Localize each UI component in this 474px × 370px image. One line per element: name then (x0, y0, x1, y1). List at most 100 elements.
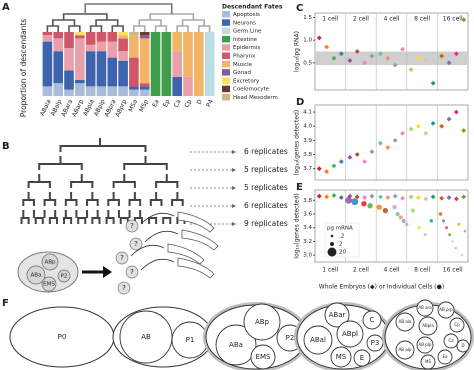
bar-segment (129, 57, 139, 87)
unknown-label: ? (130, 222, 134, 230)
embryo-point (331, 55, 337, 61)
lineage-branch (38, 156, 83, 170)
lineage-branch (128, 192, 142, 206)
bar-segment (118, 51, 128, 61)
lineage-branch (117, 210, 158, 224)
x-tick-label: Ep (162, 98, 172, 108)
legend-swatch (222, 85, 230, 93)
replicate-label: 5 replicates (244, 183, 288, 192)
dendrogram-branch (176, 25, 189, 32)
lineage-branch (43, 192, 57, 206)
embryo-point (416, 195, 421, 200)
embryo-point (446, 116, 452, 122)
blastomere (395, 340, 415, 360)
blastomere (416, 299, 434, 317)
cell-point (442, 219, 445, 223)
legend-swatch (222, 60, 230, 68)
blastomere (437, 301, 455, 319)
legend-label: Excretory (233, 78, 260, 84)
embryo-point (362, 195, 367, 200)
embryo-point (324, 169, 330, 174)
embryo-point (369, 53, 375, 59)
blastomere (215, 324, 257, 366)
embryo-point (416, 55, 421, 61)
embryo-point (453, 196, 459, 202)
x-tick-label: Ca (173, 98, 183, 108)
blastomere-label: MS (425, 359, 431, 364)
blastomere-label: Ea (443, 354, 449, 359)
blastomere (362, 310, 382, 330)
cell-point (392, 205, 397, 210)
blastomere (418, 316, 438, 336)
lineage-branch (112, 174, 136, 188)
lineage-branch (149, 192, 163, 206)
blastomere-label: MS (336, 353, 347, 361)
blastomere-label: AB ara (418, 305, 432, 310)
legend-swatch (222, 35, 230, 43)
blastomere-label: P2 (286, 334, 295, 342)
curved-arrow (140, 258, 175, 271)
worm-shape (177, 257, 215, 279)
embryo-point (461, 128, 467, 133)
embryo-point (354, 49, 360, 54)
unknown-cell (115, 251, 129, 265)
bar-segment (139, 89, 150, 96)
blastomere (303, 325, 333, 355)
embryo-point (385, 145, 391, 150)
blastomere (330, 346, 352, 368)
cell-point (423, 233, 427, 237)
bar-segment (107, 32, 118, 42)
embryo-point (347, 58, 353, 63)
curved-arrow (130, 244, 165, 257)
bar-segment (75, 80, 85, 84)
lineage-branch (107, 192, 120, 206)
blastomere (420, 354, 436, 370)
bar-segment (129, 32, 139, 36)
legend-label: Apoptosis (233, 12, 260, 18)
blastomere-label: ABar (329, 311, 346, 319)
lineage-branch (75, 210, 101, 224)
embryo-point (400, 46, 405, 52)
curved-arrow (144, 230, 179, 243)
legend-swatch (222, 94, 230, 101)
bar-segment (139, 35, 150, 39)
stage-label: 2 cell (353, 267, 369, 274)
cell-point (345, 196, 353, 204)
size-legend-label: 20 (339, 250, 346, 256)
panel-label: B (2, 141, 10, 152)
bar-segment (150, 32, 161, 96)
cell-point (463, 229, 467, 233)
dendrogram-branch (149, 13, 195, 20)
embryo-cell (57, 269, 71, 283)
embryo-point (316, 35, 322, 41)
bar-segment (118, 38, 128, 52)
embryo-point (362, 159, 367, 165)
embryo-point (392, 193, 398, 199)
embryo-point (430, 120, 436, 126)
legend-label: Epidermis (233, 45, 260, 51)
stage-label: 16 cell (443, 16, 463, 23)
blastomere (353, 349, 371, 367)
panel-label: C (296, 3, 303, 14)
cell-point (454, 247, 458, 250)
panel-label: E (296, 182, 303, 193)
embryo-point (338, 51, 344, 57)
lineage-branch (64, 192, 78, 206)
embryo-point (338, 159, 344, 165)
y-tick-label: 4.0 (303, 124, 312, 130)
embryo-point (378, 140, 383, 146)
embryo-point (369, 193, 375, 199)
cell-point (395, 211, 400, 217)
unknown-cell (129, 237, 143, 251)
blastomere (456, 339, 470, 353)
embryo-cell (41, 253, 59, 271)
embryo-point (324, 44, 330, 50)
dendrogram-branch (95, 19, 119, 26)
embryo-point (416, 123, 421, 129)
bar-segment (85, 51, 96, 87)
embryo-point (331, 163, 337, 169)
embryo-point (446, 195, 452, 200)
bar-segment (75, 35, 85, 39)
blastomere-label: ABpl (342, 330, 358, 338)
lineage-branch (32, 210, 44, 224)
